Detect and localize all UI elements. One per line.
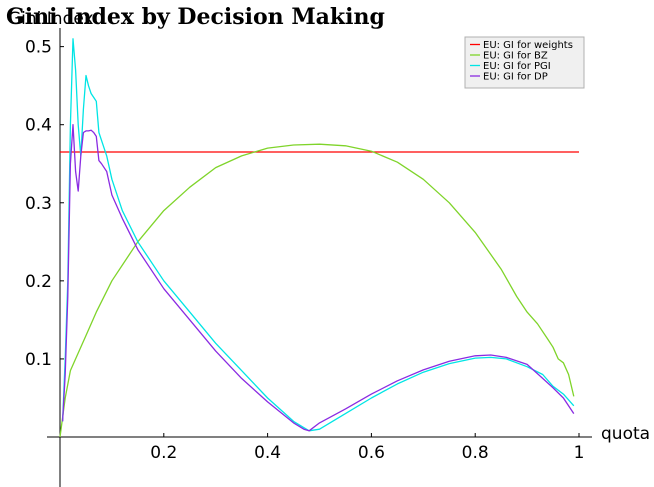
x-tick-label: 0.6	[358, 443, 385, 463]
x-tick-label: 0.2	[150, 443, 177, 463]
x-tick-label: 1	[574, 443, 585, 463]
legend-label: EU: GI for PGI	[483, 61, 551, 72]
chart-title: Gini Index by Decision Making	[6, 4, 385, 30]
y-tick-label: 0.2	[25, 272, 52, 292]
series-line-3	[61, 38, 575, 432]
y-tick-label: 0.5	[25, 38, 52, 58]
x-tick-label: 0.8	[462, 443, 489, 463]
series-group	[59, 38, 579, 438]
series-line-2	[59, 143, 575, 438]
x-tick-label: 0.4	[254, 443, 281, 463]
y-tick-label: 0.4	[25, 116, 52, 136]
y-axis-label: Gini Index	[8, 9, 94, 29]
x-axis-label: quota	[601, 424, 650, 444]
x-ticks: 0.2 0.4 0.6 0.8 1	[150, 433, 584, 463]
y-tick-label: 0.3	[25, 194, 52, 214]
y-tick-label: 0.1	[25, 350, 52, 370]
series-line-4	[61, 124, 575, 432]
legend-label: EU: GI for weights	[483, 40, 573, 51]
legend-label: EU: GI for BZ	[483, 51, 548, 62]
axes	[47, 28, 592, 487]
y-ticks: 0.1 0.2 0.3 0.4 0.5	[25, 38, 64, 370]
legend-label: EU: GI for DP	[483, 72, 548, 83]
legend-box	[464, 36, 585, 89]
